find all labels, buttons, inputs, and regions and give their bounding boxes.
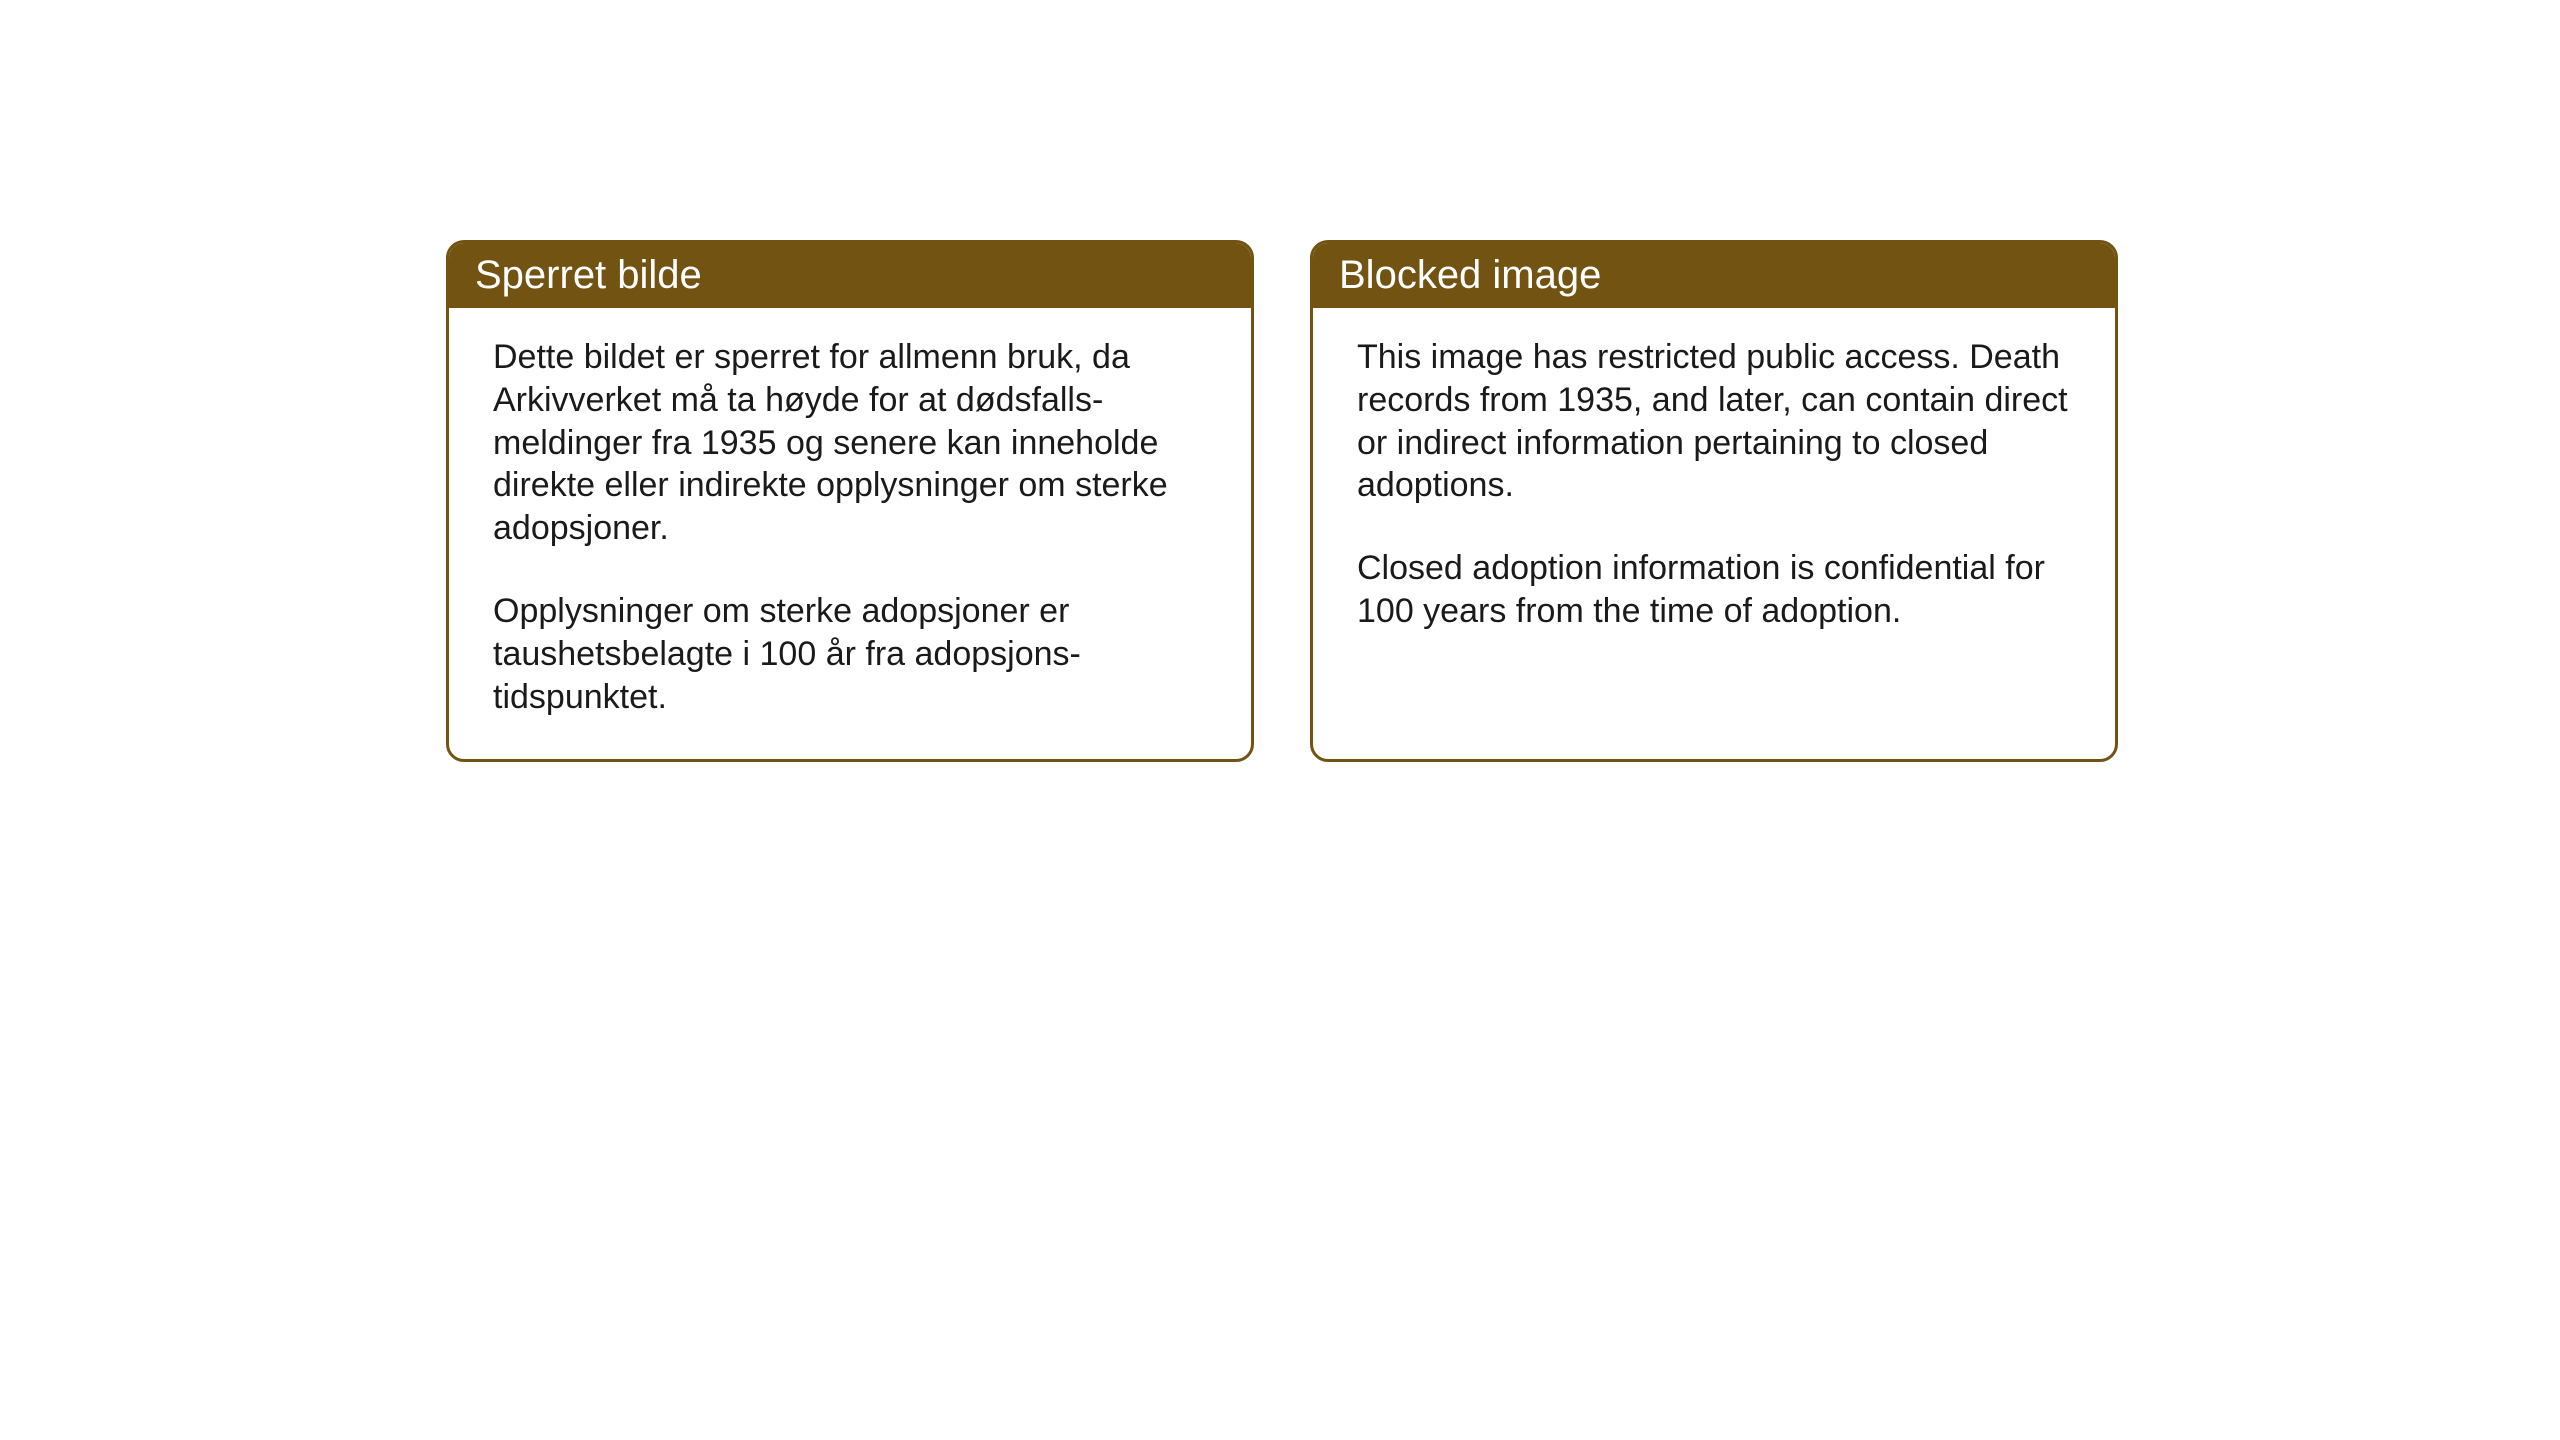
cards-container: Sperret bilde Dette bildet er sperret fo…: [446, 240, 2118, 762]
norwegian-paragraph-2: Opplysninger om sterke adopsjoner er tau…: [493, 590, 1207, 718]
norwegian-card-header: Sperret bilde: [449, 243, 1251, 308]
english-card-title: Blocked image: [1339, 253, 1601, 297]
norwegian-card: Sperret bilde Dette bildet er sperret fo…: [446, 240, 1254, 762]
norwegian-card-body: Dette bildet er sperret for allmenn bruk…: [449, 308, 1251, 759]
english-card: Blocked image This image has restricted …: [1310, 240, 2118, 762]
english-card-body: This image has restricted public access.…: [1313, 308, 2115, 673]
english-paragraph-2: Closed adoption information is confident…: [1357, 547, 2071, 633]
english-paragraph-1: This image has restricted public access.…: [1357, 336, 2071, 507]
norwegian-card-title: Sperret bilde: [475, 253, 702, 297]
english-card-header: Blocked image: [1313, 243, 2115, 308]
norwegian-paragraph-1: Dette bildet er sperret for allmenn bruk…: [493, 336, 1207, 550]
